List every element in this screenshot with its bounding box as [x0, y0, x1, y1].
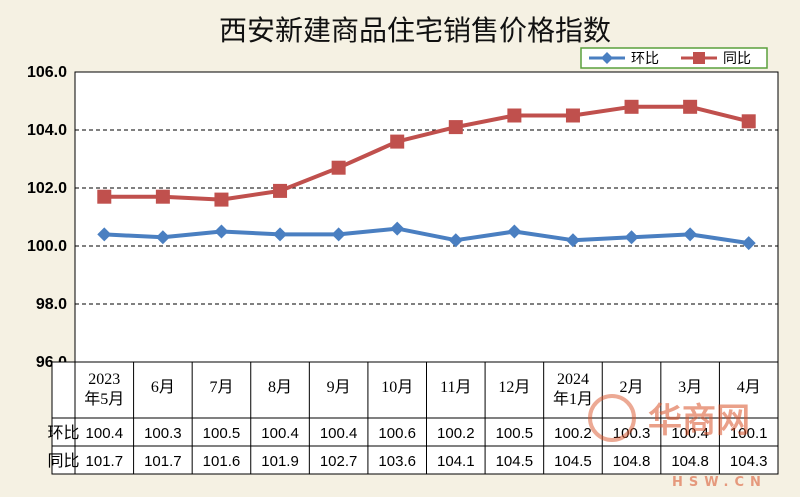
table-cell: 103.6	[378, 453, 416, 470]
x-category-label: 3月	[678, 379, 702, 396]
watermark-url: HSW.CN	[672, 475, 767, 490]
x-category-label: 10月	[381, 379, 413, 396]
data-point-yoy	[448, 120, 463, 135]
table-cell: 100.4	[320, 425, 358, 442]
data-point-yoy	[624, 99, 639, 114]
x-category-label: 年1月	[553, 390, 593, 408]
table-cell: 100.3	[144, 425, 182, 442]
x-category-label: 年5月	[84, 390, 124, 408]
x-category-label: 2023	[88, 371, 120, 388]
table-cell: 101.7	[144, 453, 182, 470]
data-point-mom	[565, 233, 580, 248]
table-cell: 104.3	[730, 453, 768, 470]
data-point-yoy	[214, 192, 229, 207]
series-layer	[97, 99, 756, 251]
y-tick-label: 106.0	[27, 64, 67, 81]
x-category-label: 6月	[151, 379, 175, 396]
data-point-yoy	[331, 160, 346, 175]
x-category-label: 11月	[440, 379, 471, 396]
table-cell: 100.4	[671, 425, 709, 442]
legend-label: 环比	[631, 51, 659, 67]
data-point-mom	[273, 227, 288, 242]
table-cell: 100.2	[437, 425, 475, 442]
y-tick-label: 104.0	[27, 122, 67, 139]
table-cell: 104.5	[554, 453, 592, 470]
data-point-yoy	[683, 99, 698, 114]
table-cell: 104.8	[613, 453, 651, 470]
grid-layer	[74, 71, 779, 363]
series-line-mom	[104, 226, 750, 246]
table-cell: 104.5	[496, 453, 534, 470]
table-cell: 102.7	[320, 453, 358, 470]
data-point-mom	[97, 227, 112, 242]
legend-marker	[601, 52, 613, 64]
data-point-mom	[214, 224, 229, 239]
watermark-logo	[588, 394, 636, 442]
data-point-mom	[390, 221, 405, 236]
table-cell: 100.4	[261, 425, 299, 442]
table-cell: 104.8	[671, 453, 709, 470]
x-category-label: 12月	[498, 379, 530, 396]
table-cell: 100.5	[203, 425, 241, 442]
legend-marker	[693, 52, 705, 64]
y-tick-label: 100.0	[27, 238, 67, 255]
data-point-yoy	[741, 114, 756, 129]
legend-box	[580, 47, 768, 69]
y-tick-label: 98.0	[36, 296, 67, 313]
data-point-mom	[507, 224, 522, 239]
data-point-mom	[448, 233, 463, 248]
data-point-yoy	[390, 134, 405, 149]
data-point-yoy	[155, 189, 170, 204]
table-cell: 100.1	[730, 425, 768, 442]
table-cell: 101.7	[86, 453, 124, 470]
data-point-yoy	[565, 108, 580, 123]
x-category-label: 9月	[327, 379, 351, 396]
table-cell: 104.1	[437, 453, 475, 470]
table-cell: 100.6	[378, 425, 416, 442]
x-category-label: 4月	[737, 379, 761, 396]
plot-area	[74, 71, 779, 363]
table-row-label: 同比	[47, 452, 79, 470]
watermark-text: 华商网	[648, 401, 750, 441]
y-tick-label: 102.0	[27, 180, 67, 197]
x-category-label: 7月	[209, 379, 233, 396]
table-cell: 101.9	[261, 453, 299, 470]
table-cell: 100.4	[86, 425, 124, 442]
legend-label: 同比	[723, 51, 751, 67]
table-cell: 100.2	[554, 425, 592, 442]
data-point-yoy	[273, 183, 288, 198]
data-point-mom	[155, 230, 170, 245]
x-category-label: 8月	[268, 379, 292, 396]
data-point-mom	[331, 227, 346, 242]
legend: 环比 同比	[580, 47, 768, 69]
data-point-yoy	[97, 189, 112, 204]
data-point-yoy	[507, 108, 522, 123]
table-cell: 100.5	[496, 425, 534, 442]
data-point-mom	[683, 227, 698, 242]
data-point-mom	[741, 236, 756, 251]
data-point-mom	[624, 230, 639, 245]
x-category-label: 2024	[557, 371, 589, 388]
table-cell: 101.6	[203, 453, 241, 470]
watermark: 华商网 HSW.CN	[588, 394, 767, 490]
table-row-label: 环比	[47, 424, 79, 442]
x-category-label: 2月	[620, 379, 644, 396]
chart-title: 西安新建商品住宅销售价格指数	[219, 15, 611, 47]
series-line-yoy	[104, 104, 750, 202]
